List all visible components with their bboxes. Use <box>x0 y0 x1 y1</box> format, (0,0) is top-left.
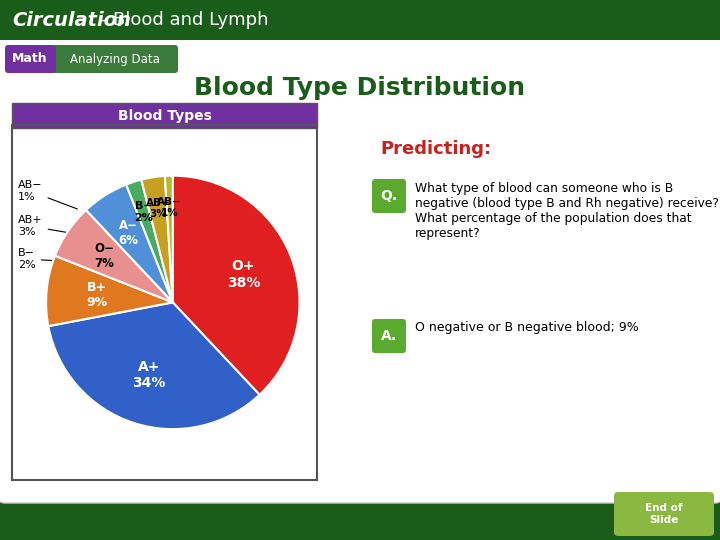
Text: O+
38%: O+ 38% <box>227 259 260 289</box>
Text: Blood Types: Blood Types <box>118 109 212 123</box>
FancyBboxPatch shape <box>5 45 56 73</box>
FancyBboxPatch shape <box>12 103 317 128</box>
Text: Math: Math <box>12 52 48 65</box>
Text: What type of blood can someone who is B negative (blood type B and Rh negative) : What type of blood can someone who is B … <box>415 182 719 240</box>
Text: Circulation: Circulation <box>12 10 131 30</box>
Text: Predicting:: Predicting: <box>380 140 491 158</box>
Text: Q.: Q. <box>380 189 397 203</box>
Wedge shape <box>48 302 259 429</box>
FancyBboxPatch shape <box>0 0 720 40</box>
Text: B−
2%: B− 2% <box>18 248 81 270</box>
Wedge shape <box>165 176 173 302</box>
Text: - Blood and Lymph: - Blood and Lymph <box>95 11 269 29</box>
FancyBboxPatch shape <box>0 488 720 540</box>
Text: Blood Type Distribution: Blood Type Distribution <box>194 76 526 100</box>
Text: A.: A. <box>381 329 397 343</box>
Wedge shape <box>46 256 173 326</box>
FancyBboxPatch shape <box>52 45 178 73</box>
Text: AB−
1%: AB− 1% <box>18 180 78 209</box>
FancyBboxPatch shape <box>614 492 714 536</box>
FancyBboxPatch shape <box>372 319 406 353</box>
Text: AB+
3%: AB+ 3% <box>18 215 79 237</box>
Text: AB−
1%: AB− 1% <box>158 197 182 218</box>
Text: A+
34%: A+ 34% <box>132 360 166 390</box>
FancyBboxPatch shape <box>372 179 406 213</box>
Text: A−
6%: A− 6% <box>119 219 139 247</box>
Text: Analyzing Data: Analyzing Data <box>70 52 160 65</box>
Wedge shape <box>86 185 173 302</box>
Wedge shape <box>126 180 173 302</box>
Wedge shape <box>173 176 300 395</box>
Text: End of
Slide: End of Slide <box>645 503 683 525</box>
Wedge shape <box>55 210 173 302</box>
Text: O negative or B negative blood; 9%: O negative or B negative blood; 9% <box>415 321 639 334</box>
FancyBboxPatch shape <box>0 37 720 503</box>
Wedge shape <box>141 176 173 302</box>
Text: B−
2%: B− 2% <box>134 201 153 223</box>
Text: B+
9%: B+ 9% <box>86 281 108 309</box>
Text: O−
7%: O− 7% <box>95 242 114 270</box>
Text: AB+
3%: AB+ 3% <box>145 198 171 219</box>
